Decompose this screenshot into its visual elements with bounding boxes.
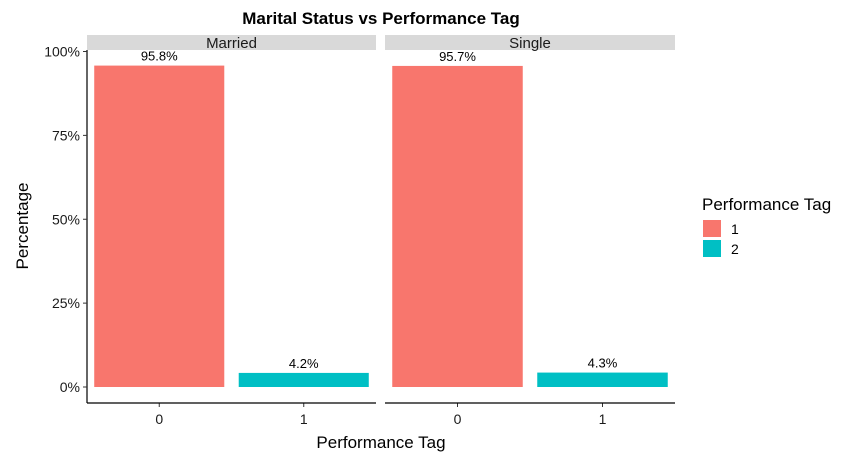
y-axis-title: Percentage xyxy=(13,183,32,270)
facet-strip-label: Single xyxy=(509,35,551,52)
y-tick-label: 25% xyxy=(52,295,80,311)
legend: Performance Tag 1 2 xyxy=(702,195,831,257)
bar-married-1 xyxy=(238,372,369,387)
facet-panel-single: Single 95.7% 0 4.3% 1 xyxy=(385,35,675,427)
facet-strip xyxy=(385,35,675,50)
x-axis-title: Performance Tag xyxy=(316,433,445,452)
bar-single-1 xyxy=(537,372,668,387)
legend-label-2: 2 xyxy=(731,241,739,257)
bar-data-label: 4.3% xyxy=(588,356,618,371)
y-axis: 0% 25% 50% 75% 100% xyxy=(44,44,88,403)
facets-layer: Married 95.8% 0 4.2% 1 Single 95.7% 0 4.3% 1 xyxy=(87,35,675,427)
y-tick-label: 50% xyxy=(52,211,80,227)
legend-key-1 xyxy=(703,220,721,237)
bar-data-label: 95.7% xyxy=(439,49,476,64)
bar-data-label: 4.2% xyxy=(289,356,319,371)
legend-title: Performance Tag xyxy=(702,195,831,214)
y-tick-label: 100% xyxy=(44,44,80,60)
y-tick-label: 0% xyxy=(60,379,80,395)
bar-single-0 xyxy=(392,65,523,387)
x-tick-label: 0 xyxy=(454,411,462,427)
y-tick-label: 75% xyxy=(52,127,80,143)
chart-title: Marital Status vs Performance Tag xyxy=(242,9,519,28)
legend-key-2 xyxy=(703,240,721,257)
bar-married-0 xyxy=(94,65,225,387)
bar-data-label: 95.8% xyxy=(141,49,178,64)
facet-panel-married: Married 95.8% 0 4.2% 1 xyxy=(87,35,376,427)
facet-strip xyxy=(87,35,376,50)
facet-strip-label: Married xyxy=(206,35,257,52)
x-tick-label: 1 xyxy=(599,411,607,427)
x-tick-label: 1 xyxy=(300,411,308,427)
legend-label-1: 1 xyxy=(731,221,739,237)
x-tick-label: 0 xyxy=(155,411,163,427)
